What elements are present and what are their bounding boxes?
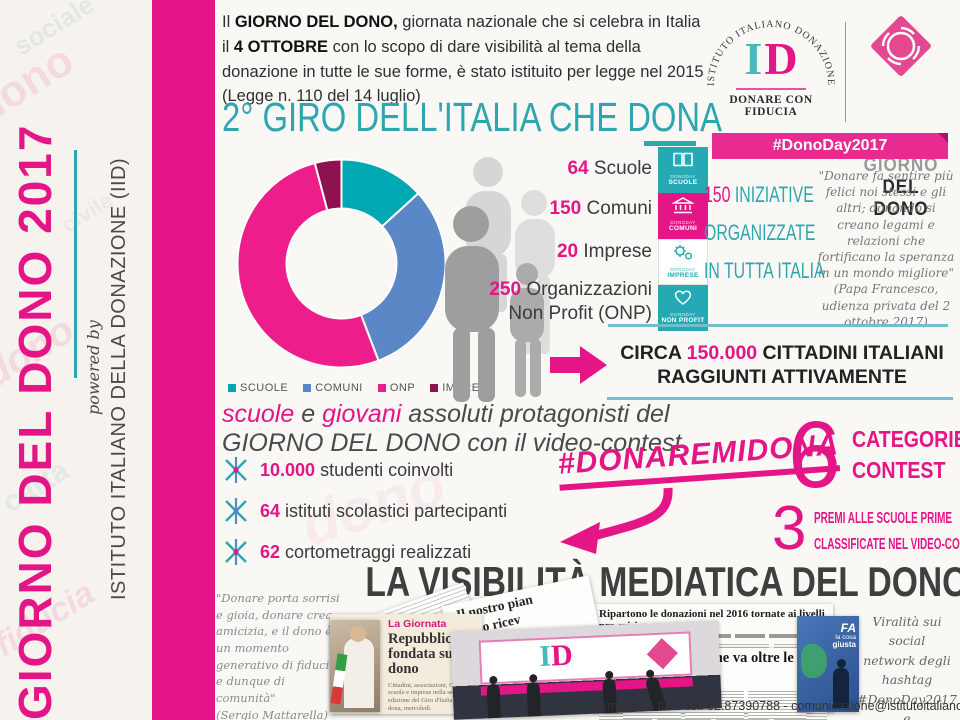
person-silhouette [486,683,502,719]
right-arrow-icon [550,346,607,384]
media-section-title: LA VISIBILITÀ MEDIATICA DEL DONO [365,558,960,605]
asterisk-icon [225,539,247,565]
stage-screen: ID [478,631,693,685]
bullet-text: 64 istituti scolastici partecipanti [260,500,508,521]
logo-divider [845,22,846,122]
stat-scuole: 64 Scuole [567,158,652,179]
pope-figure [344,638,374,708]
sidebar: dono sociale dono carta fiducia civile G… [0,0,215,720]
iid-stage-logo: ID [538,638,574,674]
quote-papa-francesco: "Donare fa sentire più felici noi stessi… [816,168,956,330]
people-silhouettes-icon [445,157,555,402]
categorie-number: 6 [788,402,841,508]
powered-by-label: powered by [84,320,103,415]
article-body: Cittadini, associazioni, Comuni, scuole … [388,681,472,713]
bullet-istituti: 64 istituti scolastici partecipanti [222,497,507,525]
bullet-text: 10.000 studenti coinvolti [260,459,454,480]
badge-scuole: DONODAY SCUOLE [658,147,708,193]
book-icon [673,152,693,167]
legend-item-onp: ONP [377,382,415,394]
show-title: FA la cosa giusta [832,621,856,650]
donut-chart [236,158,447,369]
legend-swatch [228,384,236,392]
tv-screenshot-studio: FA la cosa giusta [797,616,859,712]
person-silhouette [526,682,541,717]
premi-number: 3 [772,494,807,563]
iid-tagline: DONARE CON FIDUCIA [729,94,813,118]
iid-arc-text: ISTITUTO ITALIANO DONAZIONE [706,19,835,86]
iniziative-callout: 150 INIZIATIVE ORGANIZZATE IN TUTTA ITAL… [704,182,825,283]
gdd-diamond-icon [871,16,931,76]
footer-contact-info: Per informazioni: IID - Tel. 02.87390788… [560,699,960,713]
legend-item-scuole: SCUOLE [228,382,288,394]
vertical-divider [74,150,77,378]
organization-name-vertical: ISTITUTO ITALIANO DELLA DONAZIONE (IID) [108,157,130,600]
asterisk-icon [225,498,247,524]
stat-imprese: 20 Imprese [556,241,652,262]
bank-icon [671,197,695,214]
legend-swatch [303,384,312,392]
reach-statement: CIRCA 150.000 CITTADINI ITALIANI RAGGIUN… [620,342,944,389]
iid-logo: ISTITUTO ITALIANO DONAZIONE ID DONARE CO… [702,10,840,130]
iid-monogram: ID [744,33,798,84]
ribbon-fold [938,133,948,143]
quote-mattarella: "Donare porta sorrisi e gioia, donare cr… [216,590,342,720]
swoosh-arrow-icon [560,487,673,554]
studio-decoration [801,644,827,678]
donut-slice-comuni [359,191,447,362]
legend-item-comuni: COMUNI [303,382,363,394]
legend-swatch [377,384,386,392]
kicker: La Giornata [388,618,447,630]
event-title-vertical: GIORNO DEL DONO 2017 [9,123,61,720]
gears-icon [674,245,692,260]
quote-text: "Donare fa sentire più felici noi stessi… [817,169,955,281]
photo-pope-mayor [330,620,380,712]
headline: Repubblica fondata sul dono [388,631,459,678]
donoday-badges: DONODAY SCUOLE DONODAY COMUNI DONODAY IMPRE… [658,147,708,331]
stat-onp: 250 Organizzazioni Non Profit (ONP) [489,279,652,324]
asterisk-icon [225,457,247,483]
donut-slice-imprese [313,158,343,212]
magenta-accent-bar [152,0,215,720]
badge-comuni: DONODAY COMUNI [658,193,708,239]
premi-label: PREMI ALLE SCUOLE PRIME CLASSIFICATE NEL… [814,510,960,553]
gdd-diamond-icon [646,638,678,670]
section-title-giro: 2° GIRO DELL'ITALIA CHE DONA [222,94,722,140]
iid-rule [736,88,806,90]
stat-comuni: 150 Comuni [549,198,652,219]
quote-attribution: (Sergio Mattarella) [216,707,329,720]
teal-divider-bottom [607,397,953,400]
badge-non-profit: DONODAY NON PROFIT [658,285,708,331]
gdd-wordmark-line2: DEL DONO [873,177,929,220]
intro-paragraph: Il GIORNO DEL DONO, giornata nazionale c… [222,13,704,106]
giorno-del-dono-logo: GIORNO DEL DONO [852,12,950,220]
title-underline-tick [644,141,696,146]
bullet-text: 62 cortometraggi realizzati [260,541,472,562]
teal-divider-top [608,324,948,327]
gdd-wordmark-line1: GIORNO [863,155,939,176]
person-silhouette [833,659,849,708]
pope-head [350,626,366,642]
contest-heading: scuole e giovani assoluti protagonisti d… [222,400,682,457]
quote-text: "Donare porta sorrisi e gioia, donare cr… [216,591,340,706]
bullet-studenti: 10.000 studenti coinvolti [222,456,453,484]
quote-attribution: (Papa Francesco, udienza privata del 2 o… [821,282,951,329]
categorie-label: CATEGORIE CONTEST [852,426,960,483]
donoday-ribbon: #DonoDay2017 [712,133,948,159]
legend-swatch [430,384,439,392]
donut-slice-onp [236,161,380,369]
viral-social-note: Viralità sui social network degli hashta… [857,614,957,720]
heart-icon [674,290,692,305]
badge-imprese: DONODAY IMPRESE [658,239,708,285]
bullet-cortometraggi: 62 cortometraggi realizzati [222,538,471,566]
